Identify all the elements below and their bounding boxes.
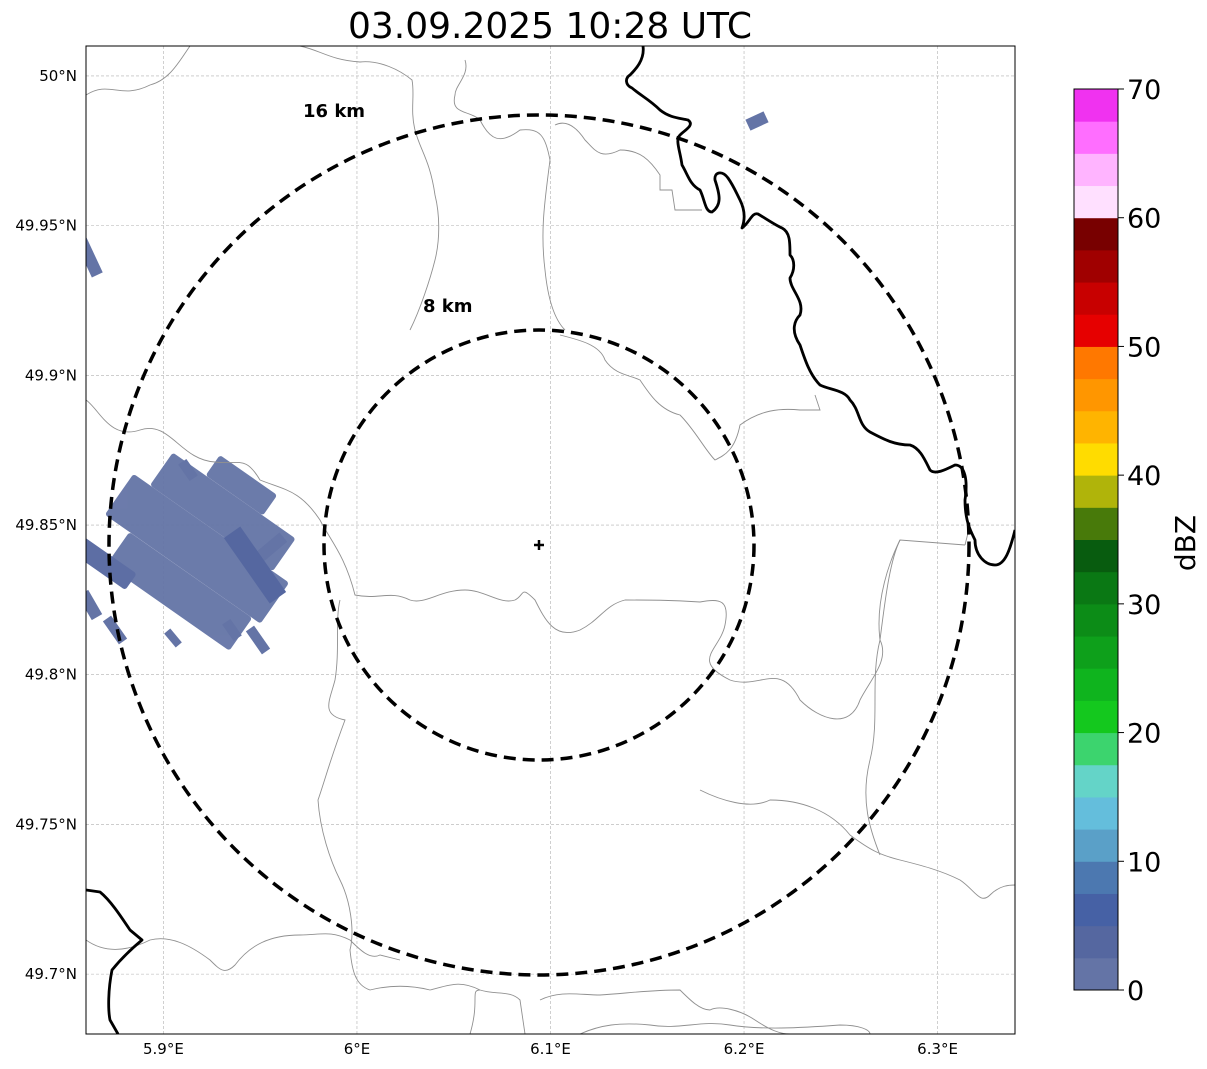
lon-tick-label: 6.1°E <box>530 1040 571 1058</box>
colorbar-tick-label: 60 <box>1127 204 1161 235</box>
colorbar-segment <box>1074 378 1118 412</box>
admin-boundaries <box>86 46 1015 1034</box>
range-ring-16km <box>107 113 971 977</box>
colorbar-tick-label: 0 <box>1127 976 1144 1007</box>
radar-site-marker <box>534 540 544 550</box>
colorbar-segment <box>1074 539 1118 573</box>
colorbar-segment <box>1074 442 1118 476</box>
colorbar-segment <box>1074 217 1118 251</box>
lon-tick-label: 6.2°E <box>724 1040 765 1058</box>
colorbar-segment <box>1074 153 1118 187</box>
colorbar-tick-label: 40 <box>1127 461 1161 492</box>
colorbar-segment <box>1074 925 1118 959</box>
colorbar-segment <box>1074 700 1118 734</box>
colorbar-segment <box>1074 571 1118 605</box>
colorbar-segment <box>1074 796 1118 830</box>
radar-echoes <box>86 111 769 655</box>
colorbar-segment <box>1074 957 1118 991</box>
colorbar-segment <box>1074 636 1118 669</box>
lat-tick-label: 50°N <box>39 67 77 85</box>
ring-label-8km: 8 km <box>423 296 473 317</box>
colorbar-tick-label: 20 <box>1127 719 1161 750</box>
map-area: 16 km 8 km <box>86 46 1015 1034</box>
colorbar-tick-label: 30 <box>1127 590 1161 621</box>
range-ring-8km <box>322 328 756 762</box>
colorbar-segment <box>1074 764 1118 798</box>
lat-tick-label: 49.95°N <box>15 217 77 235</box>
colorbar-segment <box>1074 861 1118 894</box>
colorbar-segment <box>1074 603 1118 637</box>
colorbar-segment <box>1074 314 1118 347</box>
lon-tick-label: 5.9°E <box>143 1040 184 1058</box>
range-rings <box>107 113 971 977</box>
longitude-tick-labels: 5.9°E 6°E 6.1°E 6.2°E 6.3°E <box>143 1040 958 1058</box>
lat-tick-label: 49.7°N <box>25 965 77 983</box>
lat-tick-label: 49.85°N <box>15 516 77 534</box>
latitude-tick-labels: 50°N 49.95°N 49.9°N 49.85°N 49.8°N 49.75°N 49.… <box>15 67 77 983</box>
colorbar-segment <box>1074 282 1118 315</box>
map-frame <box>85 45 1016 1035</box>
ring-label-16km: 16 km <box>303 101 365 122</box>
colorbar-segment <box>1074 346 1118 380</box>
colorbar-segment <box>1074 121 1118 154</box>
lat-tick-label: 49.75°N <box>15 815 77 833</box>
lat-tick-label: 49.8°N <box>25 666 77 684</box>
colorbar-segment <box>1074 829 1118 862</box>
colorbar-segment <box>1074 89 1118 122</box>
colorbar-segment <box>1074 475 1118 508</box>
colorbar-tick-label: 70 <box>1127 75 1161 106</box>
lon-tick-label: 6.3°E <box>917 1040 958 1058</box>
colorbar: 0 10 20 30 40 50 60 70 <box>1073 75 1161 1007</box>
colorbar-segment <box>1074 410 1118 444</box>
figure-title: 03.09.2025 10:28 UTC <box>348 6 752 47</box>
colorbar-frame <box>1073 88 1119 991</box>
colorbar-segment <box>1074 507 1118 540</box>
colorbar-title: dBZ <box>1169 515 1202 571</box>
national-border <box>86 46 1015 1034</box>
colorbar-segment <box>1074 249 1118 283</box>
colorbar-tick-label: 50 <box>1127 332 1161 363</box>
colorbar-segment <box>1074 732 1118 766</box>
colorbar-segment <box>1074 185 1118 219</box>
lat-tick-label: 49.9°N <box>25 366 77 384</box>
colorbar-segment <box>1074 668 1118 701</box>
colorbar-segment <box>1074 893 1118 927</box>
lon-tick-label: 6°E <box>344 1040 371 1058</box>
colorbar-tick-label: 10 <box>1127 847 1161 878</box>
